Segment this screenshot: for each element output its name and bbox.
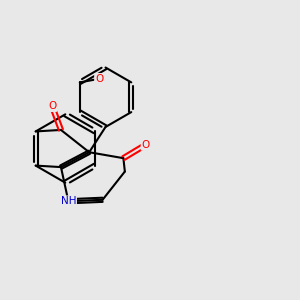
Text: NH: NH [61, 196, 76, 206]
Text: O: O [95, 74, 103, 84]
Text: O: O [48, 101, 56, 111]
Text: O: O [142, 140, 150, 150]
